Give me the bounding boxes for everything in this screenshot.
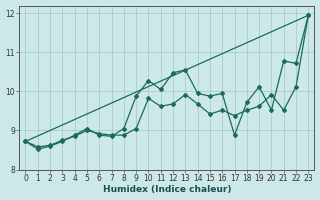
X-axis label: Humidex (Indice chaleur): Humidex (Indice chaleur)	[103, 185, 231, 194]
